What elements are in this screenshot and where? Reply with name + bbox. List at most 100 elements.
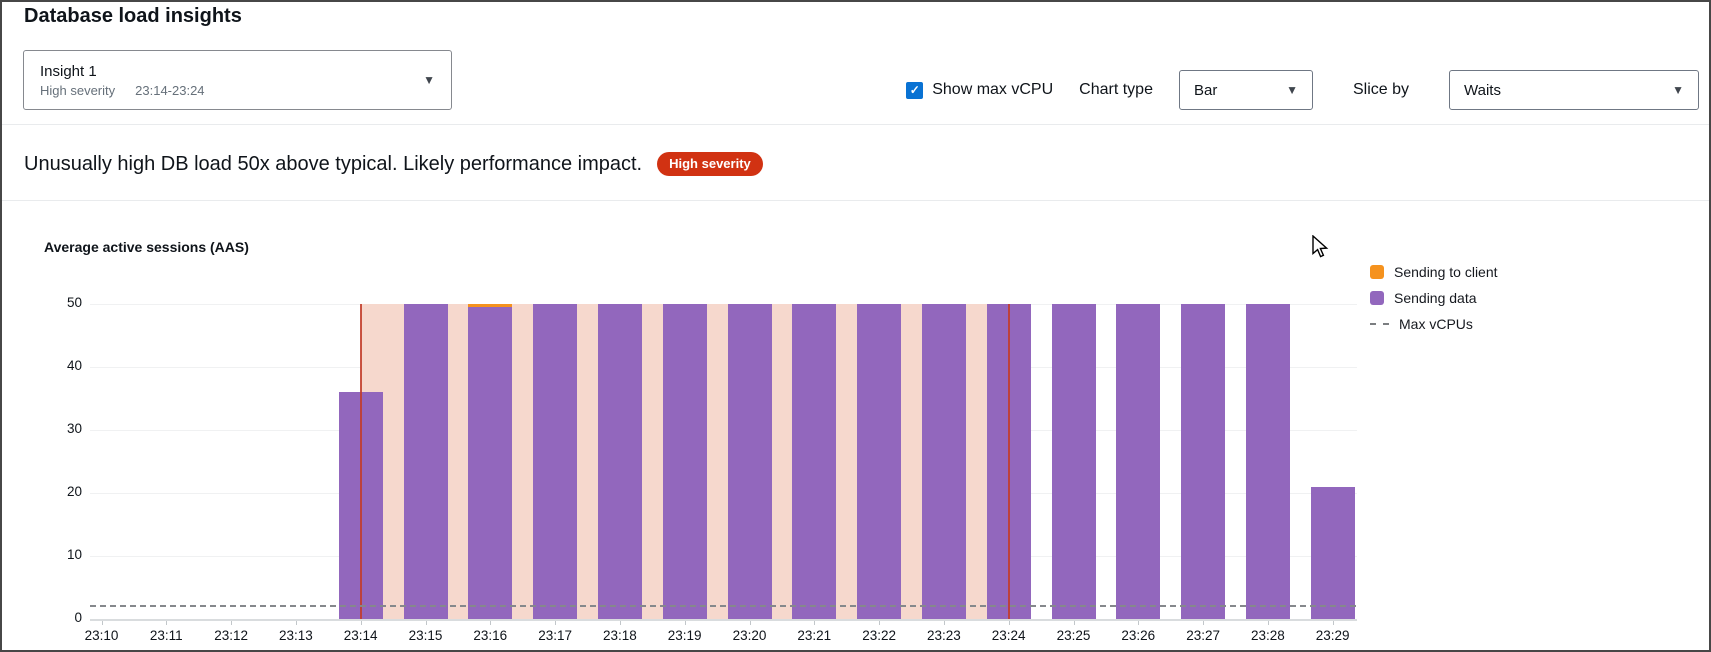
x-axis-tick [879,621,881,625]
chart-controls: ✓ Show max vCPU Chart type Bar ▼ Slice b… [906,68,1699,112]
x-axis-line [90,619,1357,621]
bar-23:22-sending-data[interactable] [857,304,902,619]
x-axis-tick [1138,621,1140,625]
x-axis-tick [749,621,751,625]
insight-summary-text: Unusually high DB load 50x above typical… [24,152,643,175]
x-axis-tick-label: 23:20 [732,628,767,643]
bar-23:19-sending-data[interactable] [662,304,707,619]
legend-label: Sending data [1394,290,1477,306]
x-axis-tick [1203,621,1205,625]
x-axis-tick [943,621,945,625]
slice-by-label: Slice by [1352,81,1409,98]
bar-23:16-sending-data[interactable] [468,307,513,619]
legend-item-sending-data[interactable]: Sending data [1370,290,1498,306]
anomaly-marker-line [359,304,362,619]
x-axis-tick [1267,621,1269,625]
x-axis-tick-label: 23:17 [538,628,572,643]
legend-label: Sending to client [1394,264,1498,280]
divider [2,124,1709,125]
x-axis-tick-label: 23:13 [278,628,313,643]
bar-23:27-sending-data[interactable] [1181,304,1226,619]
x-axis-tick [425,621,427,625]
divider [2,200,1709,201]
x-axis-tick-label: 23:26 [1121,628,1156,643]
chart-legend: Sending to client Sending data Max vCPUs [1370,264,1498,332]
x-axis-tick [360,621,362,625]
x-axis-tick-label: 23:22 [862,628,896,643]
chart-type-select[interactable]: Bar ▼ [1178,70,1313,110]
max-vcpus-line [90,605,1357,608]
legend-item-max-vcpus[interactable]: Max vCPUs [1370,316,1498,332]
anomaly-marker-line [1007,304,1010,619]
bar-23:17-sending-data[interactable] [533,304,578,619]
insight-select-value: Insight 1 [40,62,97,80]
x-axis-tick-label: 23:23 [926,628,961,643]
insight-severity-label: High severity [40,82,116,98]
x-axis-tick-label: 23:19 [667,628,702,643]
show-max-vcpu-label: Show max vCPU [932,81,1054,98]
legend-square-swatch [1370,265,1384,279]
x-axis-tick [1332,621,1334,625]
legend-item-sending-to-client[interactable]: Sending to client [1370,264,1498,280]
bar-23:15-sending-data[interactable] [403,304,448,619]
x-axis-tick-label: 23:25 [1056,628,1091,643]
x-axis-tick [295,621,297,625]
insight-select[interactable]: Insight 1 High severity 23:14-23:24 ▼ [23,50,452,110]
x-axis-tick-label: 23:27 [1186,628,1220,643]
y-axis-tick-label: 40 [66,358,82,373]
x-axis-tick [101,621,103,625]
slice-by-select[interactable]: Waits ▼ [1449,70,1699,110]
insight-select-text: Insight 1 High severity 23:14-23:24 [40,63,205,98]
y-axis-tick-label: 0 [74,610,82,625]
bar-23:29-sending-data[interactable] [1310,486,1355,619]
chart-type-value: Bar [1193,81,1218,99]
y-axis-tick-label: 50 [66,295,82,310]
insight-select-subtext: High severity 23:14-23:24 [40,83,205,98]
y-axis-tick-label: 30 [66,421,82,436]
chart-type-label: Chart type [1079,81,1153,98]
bar-23:16-sending-to-client[interactable] [468,304,513,308]
x-axis-tick [684,621,686,625]
x-axis-tick [1073,621,1075,625]
x-axis-tick [619,621,621,625]
x-axis-tick-label: 23:28 [1250,628,1285,643]
insight-time-range: 23:14-23:24 [135,82,205,98]
legend-dashed-line-swatch [1370,323,1389,325]
bar-23:26-sending-data[interactable] [1116,304,1161,619]
chart-title: Average active sessions (AAS) [44,239,249,255]
x-axis-tick-label: 23:16 [473,628,508,643]
chevron-down-icon: ▼ [1286,83,1298,97]
show-max-vcpu-toggle[interactable]: ✓ Show max vCPU [906,81,1053,99]
bar-23:28-sending-data[interactable] [1245,304,1290,619]
chevron-down-icon: ▼ [423,73,435,87]
x-axis-tick [814,621,816,625]
aas-bar-chart[interactable] [90,304,1357,619]
bar-23:20-sending-data[interactable] [727,304,772,619]
slice-by-value: Waits [1464,81,1501,99]
x-axis-tick [555,621,557,625]
x-axis-tick [1008,621,1010,625]
bar-23:23-sending-data[interactable] [921,304,966,619]
bar-23:18-sending-data[interactable] [597,304,642,619]
chevron-down-icon: ▼ [1672,83,1684,97]
x-axis-tick [166,621,168,625]
x-axis-tick-label: 23:18 [602,628,637,643]
x-axis-tick-label: 23:24 [991,628,1026,643]
x-axis-tick-label: 23:21 [797,628,832,643]
page-title: Database load insights [24,5,242,27]
legend-label: Max vCPUs [1399,316,1473,332]
bar-23:21-sending-data[interactable] [792,304,837,619]
x-axis-tick-label: 23:15 [408,628,443,643]
bar-23:25-sending-data[interactable] [1051,304,1096,619]
y-axis-tick-label: 20 [66,484,82,499]
x-axis-tick-label: 23:29 [1315,628,1350,643]
x-axis-tick-label: 23:11 [149,628,183,643]
x-axis-tick [490,621,492,625]
mouse-cursor [1312,235,1329,258]
y-axis-tick-label: 10 [66,547,82,562]
insight-summary: Unusually high DB load 50x above typical… [24,152,763,176]
high-severity-badge: High severity [657,152,763,176]
x-axis-tick-label: 23:12 [214,628,248,643]
checkbox-checked-icon[interactable]: ✓ [906,81,924,99]
